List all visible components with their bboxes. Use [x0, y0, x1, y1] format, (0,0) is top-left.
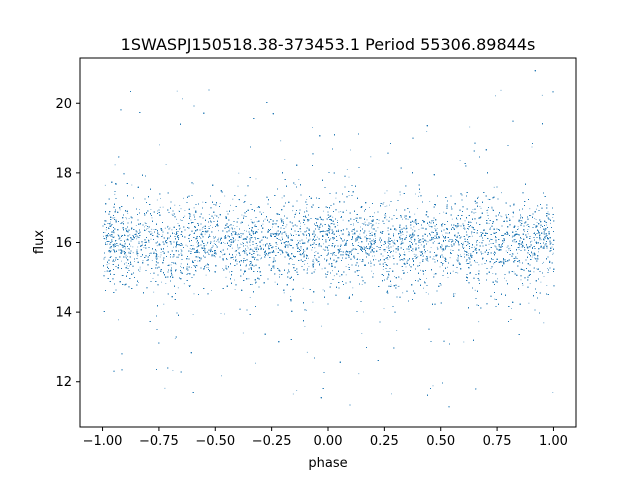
- y-axis-label: flux: [32, 230, 47, 254]
- x-tick-label: −1.00: [83, 434, 123, 449]
- y-tick-label: 18: [55, 166, 72, 181]
- x-tick-label: 0.50: [426, 434, 455, 449]
- x-tick-label: 0.25: [370, 434, 399, 449]
- x-tick-label: 0.75: [483, 434, 512, 449]
- y-tick-label: 16: [55, 236, 72, 251]
- x-tick-label: 0.00: [314, 434, 343, 449]
- x-tick-label: 1.00: [539, 434, 568, 449]
- y-tick-label: 12: [55, 375, 72, 390]
- y-tick-label: 14: [55, 306, 72, 321]
- y-axis: 12 14 16 18 20: [55, 97, 80, 390]
- x-tick-label: −0.50: [195, 434, 235, 449]
- x-axis-label: phase: [308, 456, 347, 471]
- y-tick-label: 20: [55, 97, 72, 112]
- x-axis: −1.00 −0.75 −0.50 −0.25 0.00 0.25 0.50 0.75 1.00: [83, 427, 568, 449]
- x-tick-label: −0.75: [139, 434, 179, 449]
- x-tick-label: −0.25: [252, 434, 292, 449]
- chart-title: 1SWASPJ150518.38-373453.1 Period 55306.8…: [121, 35, 536, 54]
